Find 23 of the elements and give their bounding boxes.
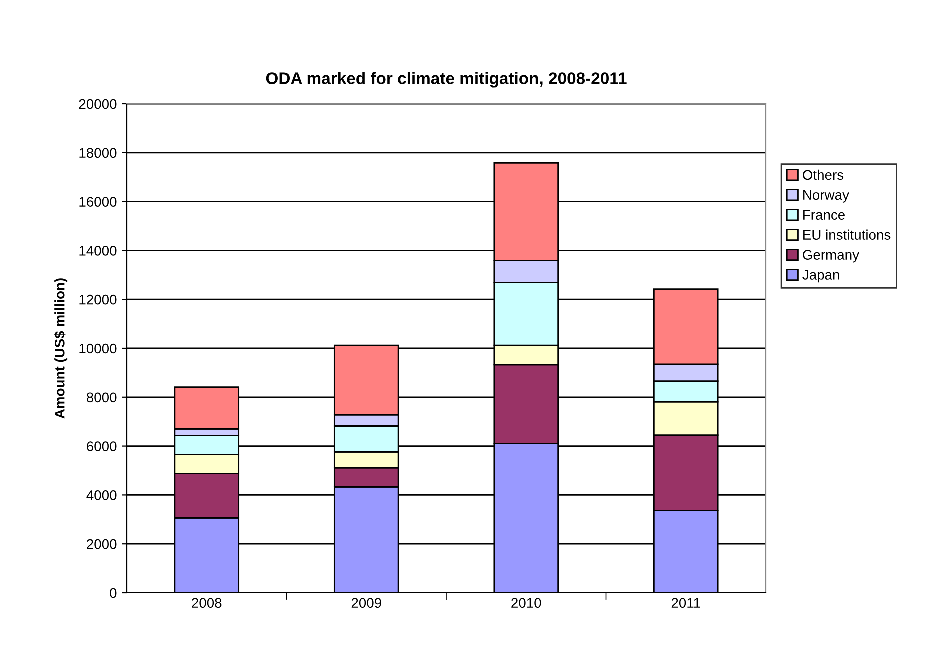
x-tick-label: 2011 bbox=[672, 598, 700, 608]
x-tick-label: 2009 bbox=[352, 598, 382, 608]
y-tick-label: 14000 bbox=[80, 246, 117, 256]
legend-label: Japan bbox=[802, 270, 840, 283]
y-tick-label: 20000 bbox=[79, 99, 117, 110]
y-tick-label: 8000 bbox=[86, 392, 117, 403]
y-tick-label: 12000 bbox=[80, 294, 117, 305]
y-tick-label: 0 bbox=[110, 588, 117, 598]
chart-title: ODA marked for climate mitigation, 2008-2011 bbox=[266, 72, 627, 88]
legend-label: France bbox=[804, 210, 845, 220]
y-tick-label: 16000 bbox=[80, 197, 117, 207]
y-tick-label: 10000 bbox=[80, 344, 117, 354]
x-tick-label: 2008 bbox=[192, 598, 222, 608]
y-axis-title: Amount (US$ million) bbox=[54, 278, 68, 419]
legend-label: Norway bbox=[804, 190, 850, 203]
x-tick-label: 2010 bbox=[512, 598, 542, 608]
y-tick-label: 2000 bbox=[87, 539, 117, 550]
legend-label: EU institutions bbox=[804, 230, 891, 240]
legend-label: Others bbox=[803, 170, 844, 180]
legend-label: Germany bbox=[803, 250, 860, 263]
y-tick-label: 4000 bbox=[86, 490, 117, 500]
y-tick-label: 18000 bbox=[80, 148, 117, 158]
y-tick-label: 6000 bbox=[87, 442, 117, 452]
